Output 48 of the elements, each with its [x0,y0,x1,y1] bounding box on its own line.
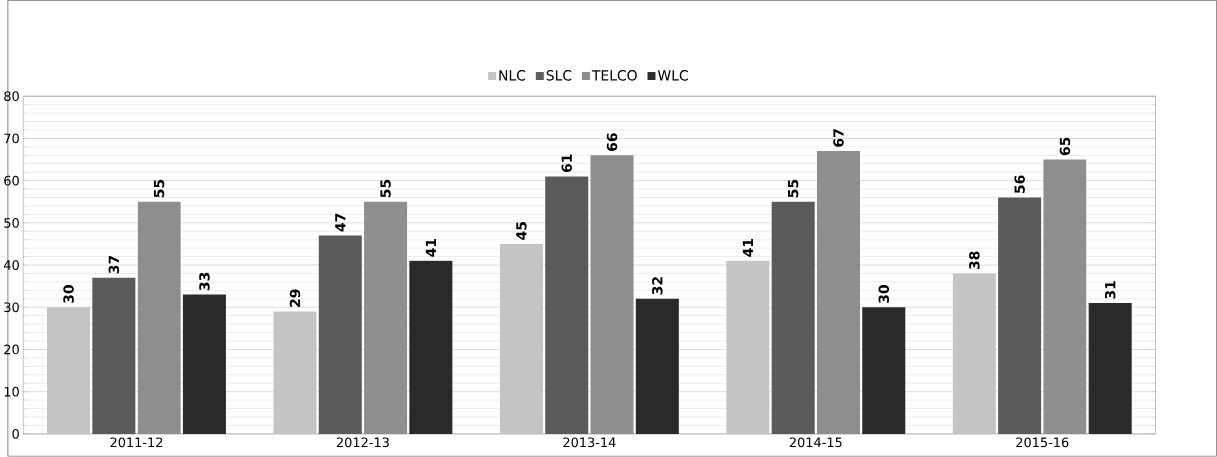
y-tick-label: 70 [4,133,19,144]
data-label: 55 [788,180,799,198]
bar [862,307,906,435]
data-label: 47 [335,213,346,232]
x-tick-label: 2015-16 [1016,437,1069,448]
y-tick-label: 80 [4,91,19,102]
legend-label: NLC [499,70,526,81]
bar [364,201,408,435]
data-label: 45 [516,222,527,240]
data-label: 55 [380,180,391,198]
bar [1088,303,1132,435]
data-label: 37 [108,256,120,274]
y-tick-label: 60 [4,175,19,186]
bar [1043,159,1087,435]
data-label: 30 [63,285,74,303]
data-label: 41 [742,239,753,257]
y-tick-label: 20 [4,344,19,355]
legend-label: TELCO [591,70,637,81]
legend-label: WLC [657,70,688,81]
y-tick-label: 0 [12,429,19,439]
data-label: 41 [425,239,436,257]
data-label: 31 [1104,281,1116,299]
bar [635,298,679,435]
bar [137,201,181,435]
data-label: 32 [652,277,663,295]
data-label: 29 [289,289,301,308]
data-label: 30 [878,285,890,303]
bar [816,151,860,435]
data-label: 33 [199,273,210,291]
data-label: 61 [561,154,572,173]
y-tick-label: 30 [4,302,19,313]
data-label: 66 [606,133,618,152]
x-tick-label: 2014-15 [789,437,842,448]
bar [590,155,634,435]
x-tick-label: 2013-14 [563,437,616,448]
data-label: 65 [1059,137,1071,156]
y-tick-label: 10 [4,386,19,397]
data-label: 38 [969,251,980,270]
x-tick-label: 2012-13 [336,437,389,448]
x-tick-label: 2011-12 [110,437,163,448]
bar [409,261,453,435]
y-tick-label: 40 [3,260,19,271]
bar [182,294,226,435]
legend-label: SLC [546,70,572,81]
y-tick-label: 50 [4,218,19,228]
data-label: 56 [1014,175,1025,194]
data-label: 67 [833,129,844,147]
data-label: 55 [153,180,165,198]
